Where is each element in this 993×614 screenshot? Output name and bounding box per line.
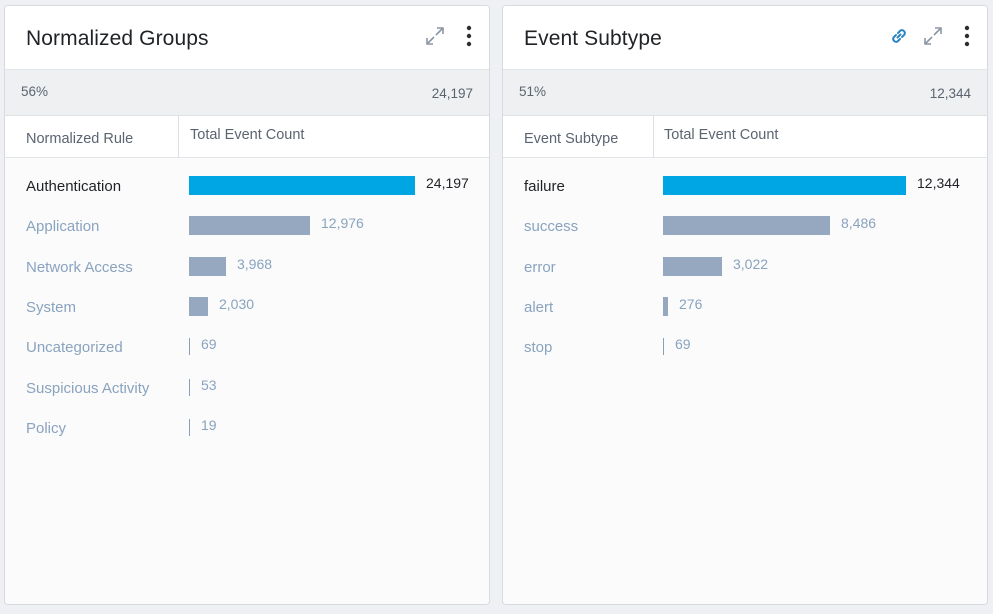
- row-value: 8,486: [841, 215, 877, 232]
- row-value: 2,030: [219, 295, 255, 312]
- row-value: 53: [201, 376, 217, 393]
- bar[interactable]: [189, 176, 415, 195]
- row-label: stop: [524, 339, 553, 357]
- table-row[interactable]: Network Access 3,968: [5, 243, 489, 283]
- expand-icon[interactable]: [921, 24, 945, 48]
- column-header: Event Subtype Total Event Count: [503, 116, 987, 158]
- bar[interactable]: [663, 216, 830, 236]
- bar[interactable]: [189, 338, 190, 356]
- table-row[interactable]: alert 276: [503, 283, 987, 323]
- table-row[interactable]: failure 12,344: [503, 162, 987, 202]
- summary-row: 56% 24,197: [5, 70, 489, 116]
- panel-actions: [887, 24, 979, 48]
- column-header-value[interactable]: Total Event Count: [664, 127, 779, 143]
- bar[interactable]: [663, 256, 722, 276]
- row-value: 3,022: [733, 255, 769, 272]
- row-value: 69: [675, 336, 691, 353]
- column-header-value[interactable]: Total Event Count: [190, 127, 305, 143]
- column-header: Normalized Rule Total Event Count: [5, 116, 489, 158]
- column-divider: [178, 116, 179, 158]
- table-row[interactable]: Policy 19: [5, 404, 489, 444]
- row-label: System: [26, 298, 77, 316]
- row-value: 12,344: [917, 175, 960, 191]
- row-label: Network Access: [26, 258, 133, 276]
- bar[interactable]: [663, 296, 668, 316]
- row-value: 19: [201, 416, 217, 433]
- row-label: failure: [524, 178, 565, 195]
- row-label: error: [524, 258, 556, 276]
- row-label: Suspicious Activity: [26, 379, 150, 397]
- table-row[interactable]: Uncategorized 69: [5, 323, 489, 363]
- panel-header: Normalized Groups: [5, 6, 489, 70]
- column-header-label[interactable]: Normalized Rule: [26, 131, 134, 147]
- link-icon[interactable]: [887, 24, 911, 48]
- row-value: 69: [201, 336, 217, 353]
- panel-actions: [423, 24, 481, 48]
- row-value: 12,976: [321, 215, 364, 232]
- row-label: Policy: [26, 419, 67, 437]
- row-label: alert: [524, 298, 554, 316]
- bar[interactable]: [189, 256, 226, 276]
- summary-total: 24,197: [431, 86, 473, 101]
- bar[interactable]: [189, 216, 310, 236]
- bar[interactable]: [189, 296, 208, 316]
- table-row[interactable]: Suspicious Activity 53: [5, 364, 489, 404]
- row-value: 3,968: [237, 255, 273, 272]
- summary-total: 12,344: [929, 86, 971, 101]
- more-vertical-icon[interactable]: [955, 24, 979, 48]
- bar[interactable]: [189, 418, 190, 436]
- summary-percent: 51%: [519, 84, 547, 99]
- table-row[interactable]: success 8,486: [503, 202, 987, 242]
- bar[interactable]: [663, 176, 906, 195]
- event-subtype-panel: Event Subtype 51% 12,344 Event Subtype T…: [502, 5, 988, 605]
- summary-percent: 56%: [21, 84, 49, 99]
- row-label: Authentication: [26, 178, 122, 195]
- table-row[interactable]: stop 69: [503, 323, 987, 363]
- summary-row: 51% 12,344: [503, 70, 987, 116]
- table-row[interactable]: Application 12,976: [5, 202, 489, 242]
- table-row[interactable]: System 2,030: [5, 283, 489, 323]
- bar[interactable]: [189, 378, 190, 396]
- row-label: Application: [26, 218, 100, 236]
- row-label: Uncategorized: [26, 339, 123, 357]
- panel-header: Event Subtype: [503, 6, 987, 70]
- bar[interactable]: [663, 338, 664, 356]
- row-value: 276: [679, 295, 703, 312]
- normalized-groups-panel: Normalized Groups 56% 24,197 Normalized …: [4, 5, 490, 605]
- expand-icon[interactable]: [423, 24, 447, 48]
- column-divider: [653, 116, 654, 158]
- table-row[interactable]: error 3,022: [503, 243, 987, 283]
- panel-title: Normalized Groups: [26, 27, 209, 50]
- panel-title: Event Subtype: [524, 27, 662, 50]
- more-vertical-icon[interactable]: [457, 24, 481, 48]
- column-header-label[interactable]: Event Subtype: [524, 131, 619, 147]
- table-row[interactable]: Authentication 24,197: [5, 162, 489, 202]
- row-value: 24,197: [426, 175, 469, 191]
- row-label: success: [524, 218, 579, 236]
